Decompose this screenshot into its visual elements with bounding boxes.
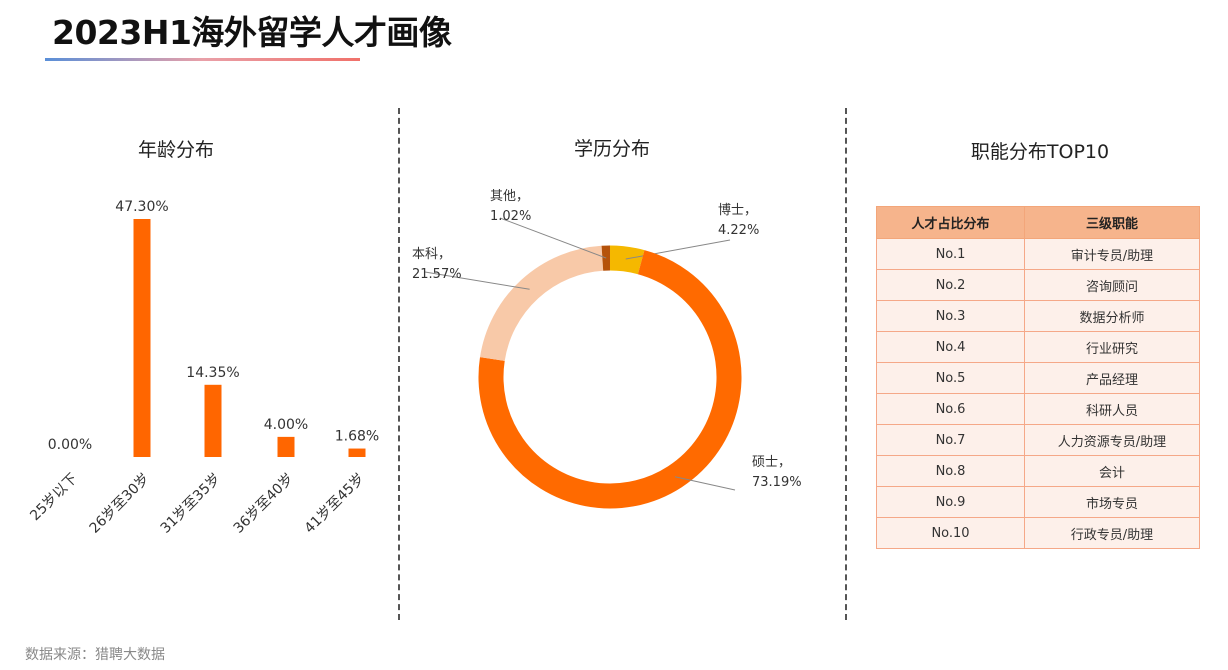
donut-slice [478,250,742,509]
donut-slice-name: 其他， [490,189,529,204]
table-cell-function: 行政专员/助理 [1024,517,1200,549]
table-header-rank: 人才占比分布 [876,206,1025,239]
table-cell-rank: No.1 [876,238,1025,270]
table-row: No.3 数据分析师 [876,300,1200,332]
table-cell-rank: No.9 [876,486,1025,518]
donut-slice-name: 本科， [412,247,451,262]
age-value-label: 0.00% [48,437,92,453]
donut-slice-value: 21.57% [412,267,462,282]
age-value-label: 4.00% [264,417,308,433]
age-bar-chart: 0.00% 25岁以下 47.30% 26岁至30岁 14.35% 31岁至35岁 4.00… [27,199,379,537]
table-cell-function: 产品经理 [1024,362,1200,394]
donut-slice [480,245,604,362]
job-table-title: 职能分布TOP10 [970,141,1110,163]
table-header-function: 三级职能 [1024,206,1200,239]
table-row: No.10 行政专员/助理 [876,517,1200,549]
table-cell-function: 市场专员 [1024,486,1200,518]
table-cell-rank: No.3 [876,300,1025,332]
title-underline [45,58,360,61]
education-chart-title: 学历分布 [573,138,650,160]
donut-leader-line [674,476,736,491]
table-cell-rank: No.7 [876,424,1025,456]
table-row: No.8 会计 [876,455,1200,487]
donut-leader-line [499,217,607,259]
age-category-label: 26岁至30岁 [87,471,153,537]
table-cell-function: 科研人员 [1024,393,1200,425]
table-cell-rank: No.10 [876,517,1025,549]
table-row: No.6 科研人员 [876,393,1200,425]
table-cell-function: 会计 [1024,455,1200,487]
table-cell-function: 审计专员/助理 [1024,238,1200,270]
table-header-row: 人才占比分布 三级职能 [876,206,1200,239]
page-title: 2023H1海外留学人才画像 [52,13,452,52]
data-source-note: 数据来源：猎聘大数据 [25,647,165,663]
age-chart-title: 年龄分布 [137,139,214,161]
table-row: No.4 行业研究 [876,331,1200,363]
age-category-label: 25岁以下 [27,471,81,525]
table-row: No.2 咨询顾问 [876,269,1200,301]
donut-slice [609,245,645,275]
table-cell-function: 人力资源专员/助理 [1024,424,1200,456]
age-value-label: 1.68% [335,429,379,445]
donut-slice-value: 1.02% [490,209,531,224]
table-row: No.5 产品经理 [876,362,1200,394]
education-donut-chart: 博士， 4.22% 硕士， 73.19% 本科， 21.57% 其他， 1.02% [412,189,802,509]
age-value-label: 14.35% [186,365,239,381]
job-top10-table: 人才占比分布 三级职能 No.1 审计专员/助理 No.2 咨询顾问 No.3 数据分析师… [876,206,1200,549]
table-cell-function: 数据分析师 [1024,300,1200,332]
panel-divider-left [398,108,400,620]
donut-slice-value: 4.22% [718,223,759,238]
age-bar [133,219,151,457]
panel-divider-right [845,108,847,620]
table-row: No.9 市场专员 [876,486,1200,518]
donut-leader-line [424,271,530,290]
donut-slice-name: 硕士， [752,455,791,470]
age-value-label: 47.30% [115,199,168,215]
age-category-label: 36岁至40岁 [231,471,297,537]
age-category-label: 41岁至45岁 [302,471,368,537]
table-cell-rank: No.8 [876,455,1025,487]
age-bar [204,384,222,457]
table-cell-rank: No.2 [876,269,1025,301]
age-bar [348,448,366,457]
table-row: No.1 审计专员/助理 [876,238,1200,270]
age-bar [277,436,295,457]
donut-slice-value: 73.19% [752,475,802,490]
age-category-label: 31岁至35岁 [158,471,224,537]
table-cell-rank: No.5 [876,362,1025,394]
table-cell-function: 咨询顾问 [1024,269,1200,301]
table-cell-function: 行业研究 [1024,331,1200,363]
table-row: No.7 人力资源专员/助理 [876,424,1200,456]
table-cell-rank: No.6 [876,393,1025,425]
donut-slice-name: 博士， [718,203,757,218]
table-cell-rank: No.4 [876,331,1025,363]
job-table-body: No.1 审计专员/助理 No.2 咨询顾问 No.3 数据分析师 No.4 行业研究 No.5… [876,238,1200,549]
